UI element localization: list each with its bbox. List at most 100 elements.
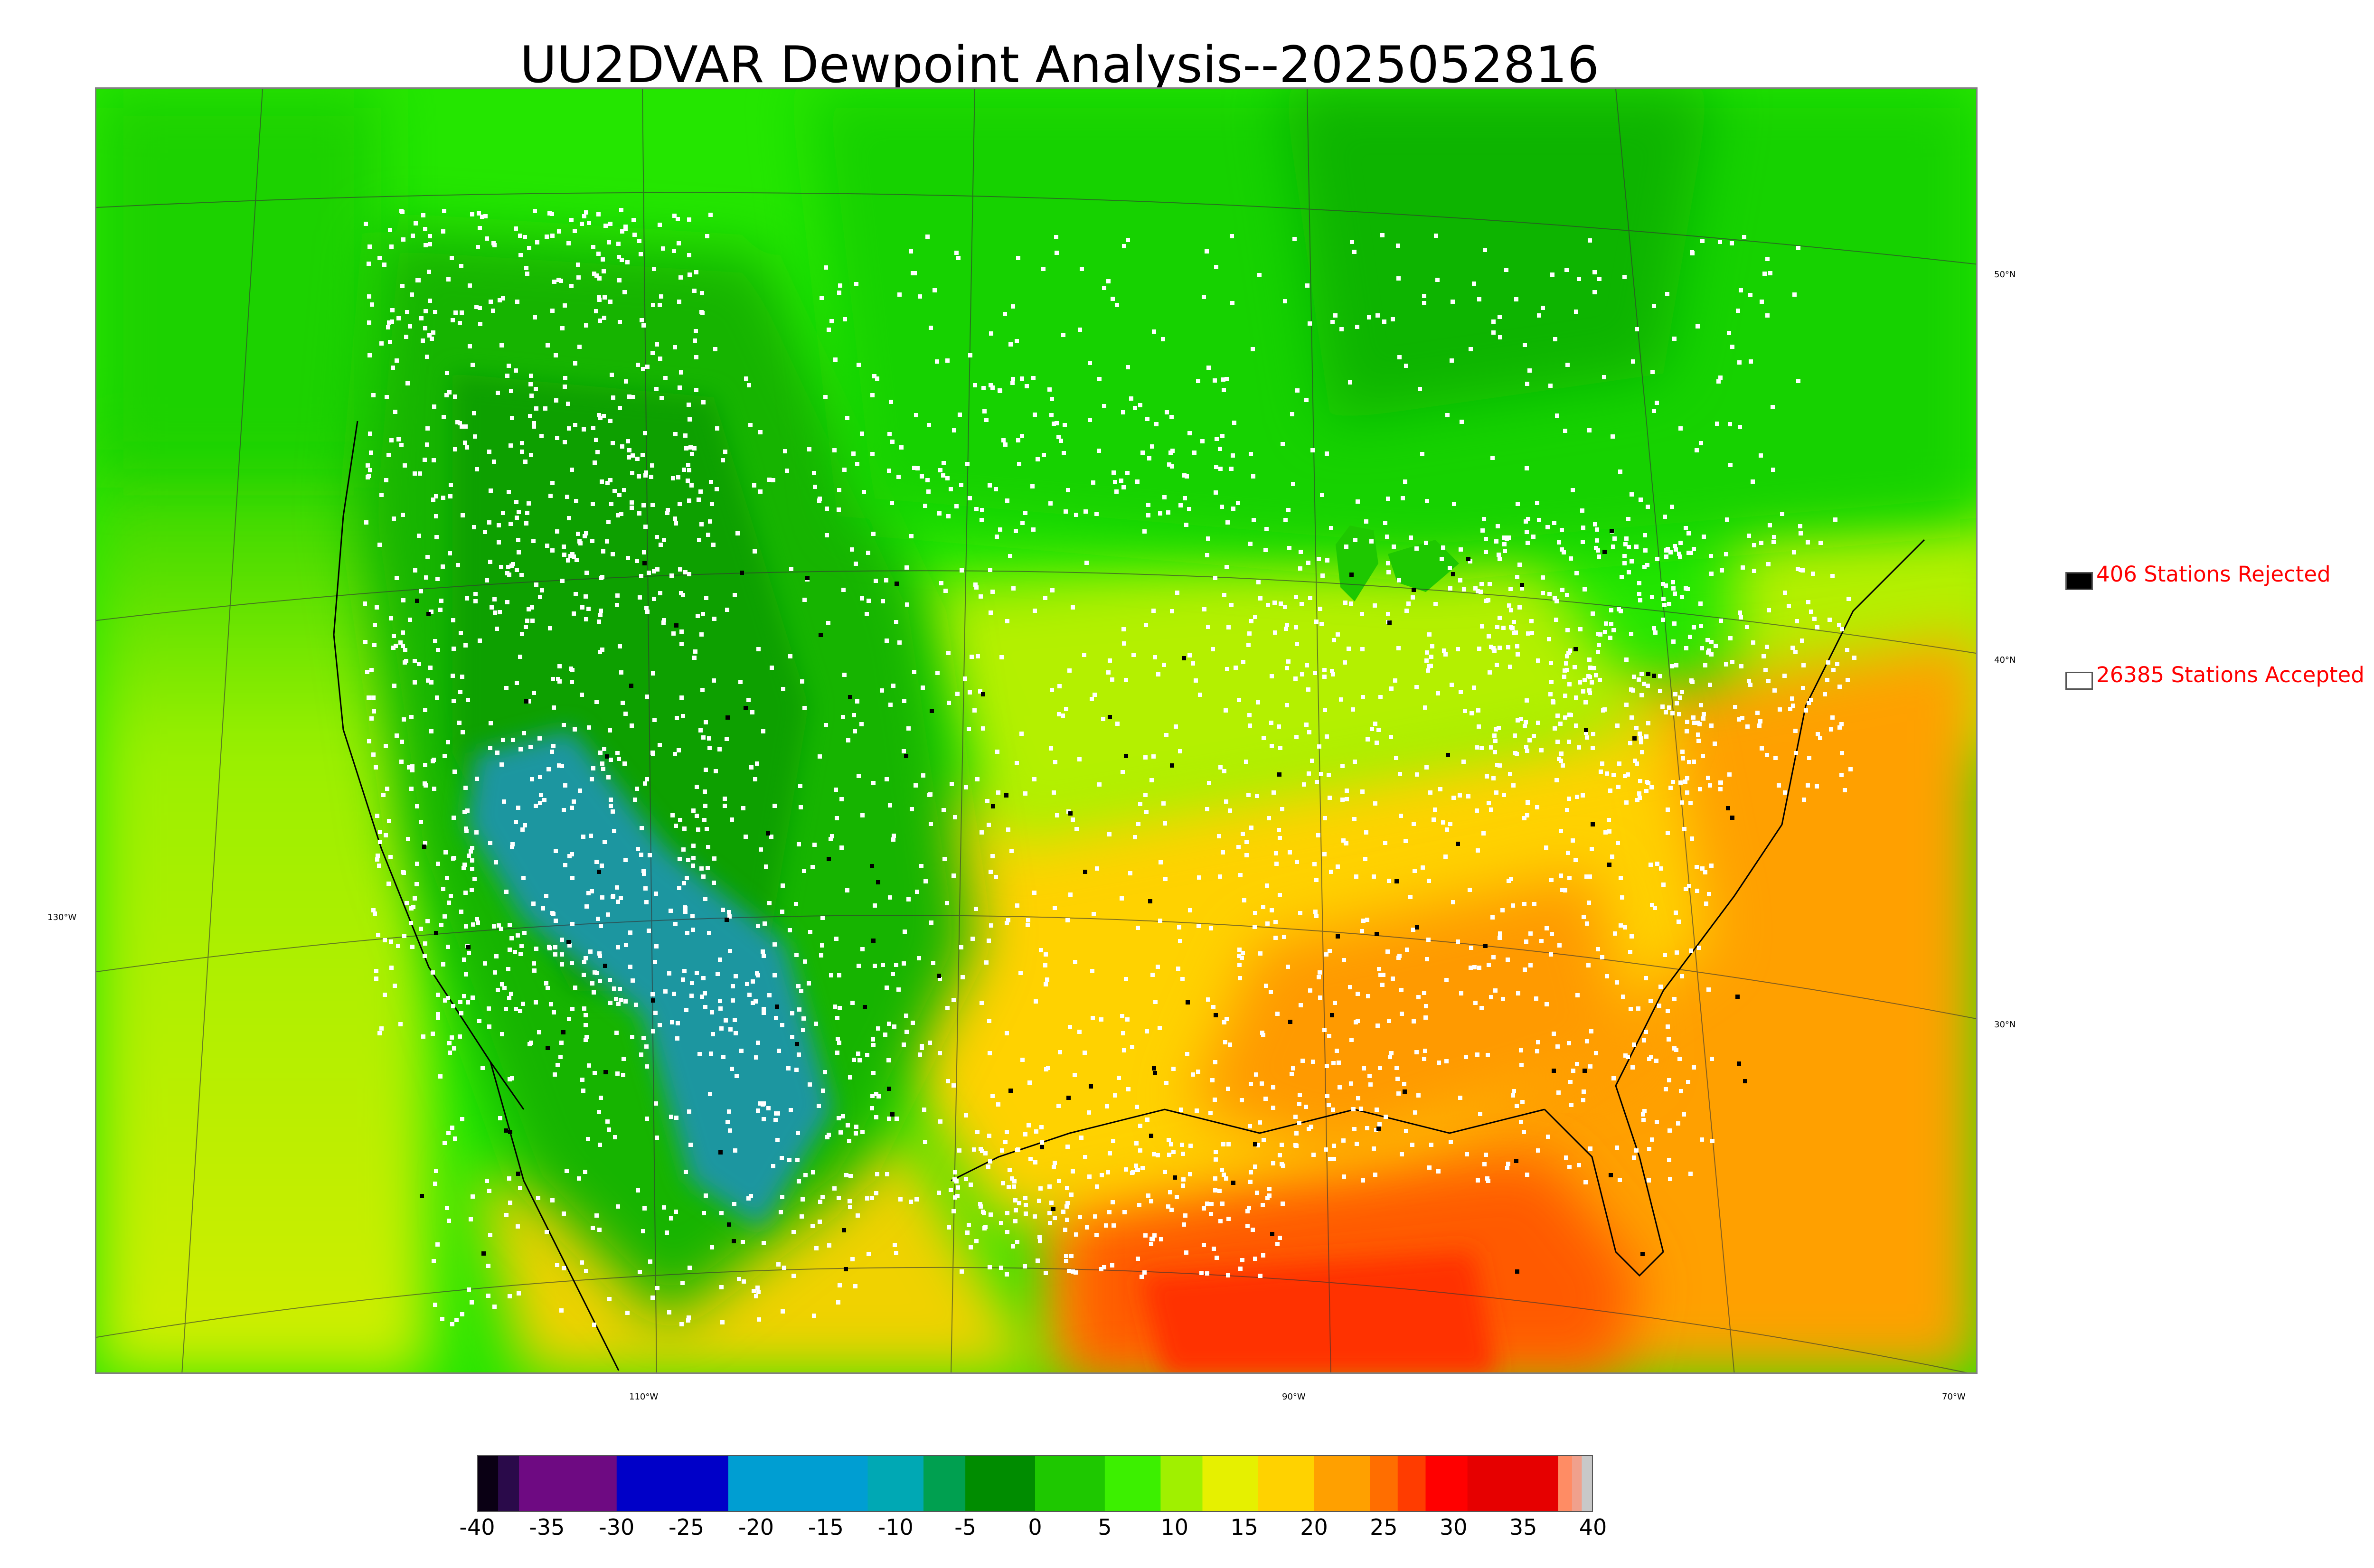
accepted-station-marker [1214, 1157, 1218, 1162]
accepted-station-marker [567, 854, 572, 858]
accepted-station-marker [1772, 535, 1776, 539]
accepted-station-marker [581, 835, 585, 839]
accepted-station-marker [1260, 1081, 1264, 1086]
accepted-station-marker [672, 992, 676, 996]
accepted-station-marker [1423, 1015, 1428, 1020]
accepted-station-marker [1678, 426, 1683, 431]
colorbar-segment-18 [1558, 1455, 1573, 1512]
accepted-station-marker [584, 1269, 588, 1273]
accepted-station-marker [982, 1211, 986, 1215]
accepted-station-marker [851, 451, 856, 456]
accepted-station-marker [1083, 1051, 1087, 1055]
accepted-station-marker [430, 337, 434, 341]
accepted-station-marker [1449, 1140, 1453, 1144]
colorbar-tick-label: -10 [877, 1514, 914, 1540]
accepted-station-marker [1352, 1127, 1357, 1131]
accepted-station-marker [1728, 636, 1733, 640]
accepted-station-marker [494, 954, 499, 958]
accepted-station-marker [875, 1172, 879, 1176]
accepted-station-marker [873, 964, 877, 968]
accepted-station-marker [1664, 548, 1668, 553]
accepted-station-marker [439, 923, 443, 927]
accepted-station-marker [1672, 337, 1677, 341]
accepted-station-marker [1520, 1100, 1525, 1104]
accepted-station-marker [1663, 953, 1667, 957]
rejected-station-marker [1186, 1000, 1190, 1005]
accepted-station-marker [410, 292, 414, 297]
accepted-station-marker [1624, 657, 1629, 662]
accepted-station-marker [652, 718, 657, 722]
accepted-station-marker [856, 1052, 860, 1056]
accepted-station-marker [411, 234, 415, 238]
accepted-station-marker [1760, 746, 1764, 751]
accepted-station-marker [1033, 1160, 1037, 1164]
accepted-station-marker [1475, 745, 1479, 750]
accepted-station-marker [622, 488, 626, 492]
accepted-station-marker [1536, 658, 1540, 663]
accepted-station-marker [969, 1183, 973, 1187]
accepted-station-marker [425, 442, 429, 447]
rejected-station-marker [876, 880, 880, 884]
accepted-station-marker [1709, 572, 1714, 576]
accepted-station-marker [1290, 1072, 1294, 1076]
accepted-station-marker [1306, 687, 1310, 692]
accepted-station-marker [1106, 279, 1111, 283]
accepted-station-marker [1097, 449, 1101, 453]
accepted-station-marker [617, 255, 621, 259]
accepted-station-marker [584, 531, 588, 535]
accepted-station-marker [1548, 384, 1553, 388]
accepted-station-marker [979, 1204, 983, 1209]
accepted-station-marker [855, 699, 859, 704]
accepted-station-marker [785, 469, 789, 473]
accepted-station-marker [1158, 511, 1162, 516]
rejected-station-marker [1149, 1134, 1153, 1138]
accepted-station-marker [1565, 593, 1569, 597]
accepted-station-marker [725, 1120, 730, 1124]
accepted-station-marker [424, 575, 428, 580]
accepted-station-marker [1458, 793, 1462, 798]
accepted-station-marker [1278, 836, 1282, 840]
accepted-station-marker [678, 567, 682, 572]
accepted-station-marker [1323, 816, 1327, 820]
accepted-station-marker [1230, 301, 1234, 305]
accepted-station-marker [533, 315, 537, 319]
accepted-station-marker [1343, 660, 1347, 665]
accepted-station-marker [1837, 623, 1841, 627]
accepted-station-marker [429, 610, 433, 614]
accepted-station-marker [563, 303, 567, 308]
accepted-station-marker [636, 363, 640, 367]
accepted-station-marker [557, 679, 562, 684]
accepted-station-marker [560, 764, 564, 768]
rejected-station-marker [1515, 1269, 1519, 1274]
accepted-station-marker [603, 840, 607, 844]
rejected-station-marker [566, 940, 571, 944]
accepted-station-marker [820, 916, 825, 920]
accepted-station-marker [1607, 818, 1611, 822]
accepted-station-marker [682, 468, 686, 472]
accepted-station-marker [467, 854, 471, 858]
accepted-station-marker [688, 272, 692, 277]
accepted-station-marker [686, 858, 690, 862]
accepted-station-marker [580, 222, 584, 226]
accepted-station-marker [1622, 554, 1627, 558]
accepted-station-marker [1692, 1065, 1696, 1070]
accepted-station-marker [367, 695, 371, 700]
accepted-station-marker [471, 363, 475, 367]
accepted-station-marker [515, 300, 519, 304]
accepted-station-marker [1668, 786, 1673, 790]
accepted-station-marker [780, 1195, 784, 1199]
accepted-station-marker [1535, 501, 1539, 505]
accepted-station-marker [572, 611, 576, 616]
accepted-station-marker [463, 786, 468, 790]
accepted-station-marker [794, 953, 799, 957]
accepted-station-marker [1664, 554, 1668, 559]
accepted-station-marker [1673, 544, 1677, 548]
accepted-station-marker [551, 912, 556, 916]
accepted-station-marker [367, 739, 371, 743]
accepted-station-marker [626, 556, 630, 560]
accepted-station-marker [1027, 1080, 1032, 1085]
accepted-station-marker [1176, 967, 1180, 971]
accepted-station-marker [417, 534, 421, 538]
accepted-station-marker [530, 777, 534, 781]
accepted-station-marker [1134, 1141, 1139, 1145]
